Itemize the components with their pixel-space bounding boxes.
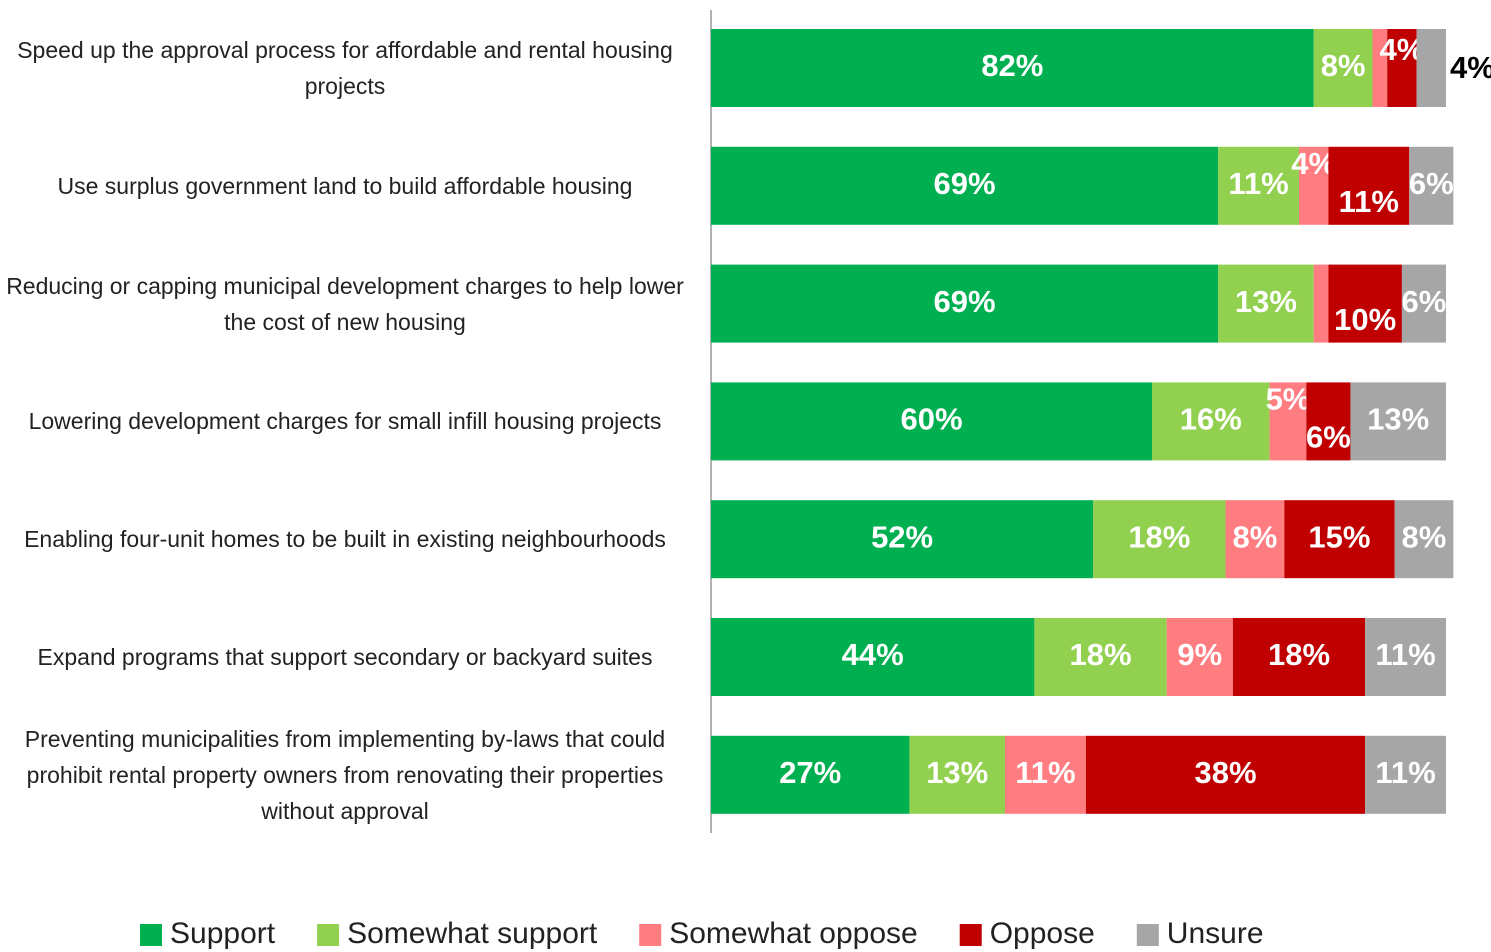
bar-segment xyxy=(1005,735,1086,814)
bar-segment xyxy=(1232,618,1366,696)
value-label: 18% xyxy=(1128,519,1190,554)
value-label: 8% xyxy=(1402,519,1447,554)
legend-swatch xyxy=(959,924,982,946)
bar-segment xyxy=(711,500,1094,579)
bar-segment xyxy=(711,735,910,814)
category-label: Use surplus government land to build aff… xyxy=(57,172,633,199)
bar-segment xyxy=(1034,618,1167,696)
bar-segment xyxy=(909,735,1005,814)
value-label: 82% xyxy=(981,48,1043,83)
value-label: 16% xyxy=(1180,402,1242,437)
bar-segment xyxy=(1085,735,1366,814)
value-label: 11% xyxy=(1375,755,1435,790)
value-label: 13% xyxy=(1367,402,1429,437)
category-label: Enabling four-unit homes to be built in … xyxy=(24,526,666,553)
legend-swatch xyxy=(140,924,162,946)
value-label: 5% xyxy=(1266,382,1311,417)
bar-segment xyxy=(1387,29,1417,107)
value-label: 9% xyxy=(1177,637,1222,672)
legend-swatch xyxy=(1136,924,1159,946)
bar-segment xyxy=(1416,29,1446,107)
value-label: 18% xyxy=(1070,637,1132,672)
bar-segment xyxy=(1218,264,1314,343)
value-label: 11% xyxy=(1015,755,1075,790)
bar-segment xyxy=(1365,735,1446,814)
value-label: 69% xyxy=(934,284,996,319)
legend-label: Somewhat oppose xyxy=(669,917,918,950)
bar-segment xyxy=(1401,264,1446,343)
value-label: 15% xyxy=(1308,519,1370,554)
bar-segment xyxy=(711,146,1219,225)
value-label: 11% xyxy=(1339,184,1399,219)
value-label: 8% xyxy=(1232,519,1277,554)
bar-segment xyxy=(711,264,1219,343)
bar-segment xyxy=(1328,146,1410,225)
bar-segment xyxy=(711,618,1035,696)
value-label: 4% xyxy=(1450,50,1491,85)
bar-segment xyxy=(711,29,1314,107)
bar-segment xyxy=(1394,500,1454,579)
bar-segment xyxy=(1093,500,1226,579)
bar-segment xyxy=(1269,382,1307,461)
bar-segment xyxy=(1166,618,1233,696)
category-label: Preventing municipalities from implement… xyxy=(24,725,666,824)
bar-segment xyxy=(1313,264,1329,343)
legend-swatch xyxy=(639,924,662,946)
bar-segment xyxy=(1225,500,1285,579)
category-label: Reducing or capping municipal developmen… xyxy=(6,272,684,335)
bar-segment xyxy=(1409,146,1454,225)
bar-segment xyxy=(1313,29,1373,107)
bar-segment xyxy=(1218,146,1299,225)
value-label: 38% xyxy=(1194,755,1256,790)
bar-segment xyxy=(1365,618,1446,696)
legend-label: Unsure xyxy=(1167,917,1264,950)
value-label: 18% xyxy=(1268,637,1330,672)
legend-swatch xyxy=(317,924,340,946)
value-label: 69% xyxy=(934,166,996,201)
bar-segment xyxy=(1306,382,1351,461)
value-label: 13% xyxy=(1235,284,1297,319)
value-label: 8% xyxy=(1321,48,1366,83)
value-label: 13% xyxy=(926,755,988,790)
legend-label: Support xyxy=(170,917,276,950)
value-label: 60% xyxy=(900,402,962,437)
legend-label: Oppose xyxy=(990,917,1095,950)
bar-segment xyxy=(1350,382,1446,461)
bar-segment xyxy=(1284,500,1395,579)
value-label: 10% xyxy=(1334,302,1396,337)
value-label: 6% xyxy=(1409,166,1454,201)
bar-segment xyxy=(711,382,1152,461)
bar-segment xyxy=(1299,146,1329,225)
category-label: Expand programs that support secondary o… xyxy=(37,644,653,670)
value-label: 52% xyxy=(871,519,933,554)
category-label: Speed up the approval process for afford… xyxy=(17,37,673,99)
bar-segment xyxy=(1152,382,1270,461)
legend-label: Somewhat support xyxy=(347,917,598,950)
value-label: 27% xyxy=(779,755,841,790)
value-label: 11% xyxy=(1375,637,1435,672)
value-label: 44% xyxy=(842,637,904,672)
value-label: 6% xyxy=(1306,420,1351,455)
bar-segment xyxy=(1328,264,1402,343)
category-label: Lowering development charges for small i… xyxy=(28,408,662,435)
bar-segment xyxy=(1372,29,1388,107)
value-label: 6% xyxy=(1402,284,1447,319)
value-label: 11% xyxy=(1228,166,1288,201)
